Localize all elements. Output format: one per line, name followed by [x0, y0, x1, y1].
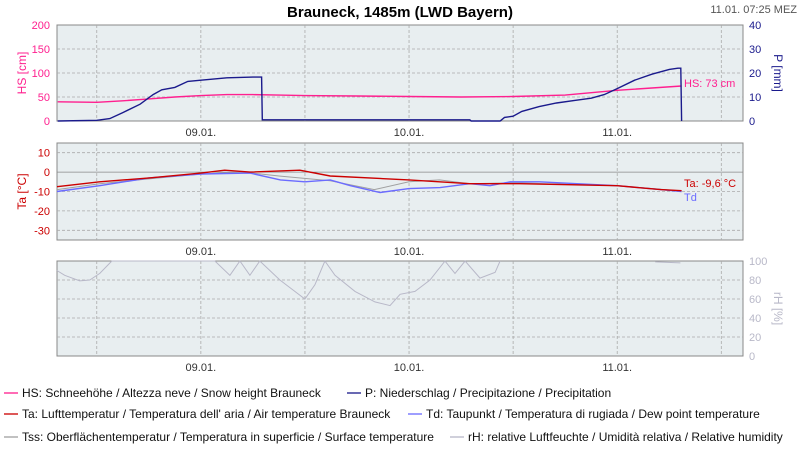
series-line-HS	[57, 85, 682, 104]
y-tick-label: 0	[44, 167, 50, 179]
legend-item-Td: Td: Taupunkt / Temperatura di rugiada / …	[408, 407, 760, 421]
x-tick-label: 09.01.	[186, 246, 217, 258]
legend-label: Td: Taupunkt / Temperatura di rugiada / …	[426, 407, 760, 421]
y2-tick-label: 20	[749, 68, 761, 80]
legend-label: P: Niederschlag / Precipitazione / Preci…	[365, 386, 611, 400]
panel-2: 09.01. 10.01. 11.01. 10 0 -10 -20 -30 Ta [°C] Ta:…	[15, 142, 744, 258]
y2-tick-label: 0	[749, 351, 755, 363]
x-tick-label: 11.01.	[602, 127, 632, 139]
y-tick-label: -20	[34, 206, 50, 218]
x-tick-label: 09.01.	[186, 362, 217, 374]
y2-tick-label: 100	[749, 256, 767, 268]
legend-item-P: P: Niederschlag / Precipitazione / Preci…	[347, 386, 611, 400]
series-line-Td	[56, 172, 682, 194]
x-tick-label: 11.01.	[602, 246, 632, 258]
y-tick-label: 10	[38, 148, 50, 160]
timestamp: 11.01. 07:25 MEZ	[710, 4, 797, 16]
y2-axis-label: P [mm]	[771, 54, 785, 92]
y2-tick-label: 30	[749, 44, 761, 56]
legend-label: Tss: Oberflächentemperatur / Temperatura…	[22, 430, 434, 444]
y-tick-label: -30	[34, 225, 50, 237]
x-tick-label: 10.01.	[394, 246, 425, 258]
y-axis-label: HS [cm]	[15, 52, 29, 95]
y2-tick-label: 40	[749, 20, 761, 32]
legend: HS: Schneehöhe / Altezza neve / Snow hei…	[4, 386, 783, 444]
y-tick-label: 50	[38, 92, 50, 104]
chart-title: Brauneck, 1485m (LWD Bayern)	[287, 4, 513, 21]
y-tick-label: 200	[32, 20, 50, 32]
y-tick-label: -10	[34, 187, 50, 199]
panel-3: 09.01. 10.01. 11.01. 0 20 40 60 80 100 rH [%]	[56, 256, 785, 374]
y2-tick-label: 0	[749, 116, 755, 128]
y-tick-label: 0	[44, 116, 50, 128]
y2-tick-label: 60	[749, 294, 761, 306]
y2-axis-label: rH [%]	[771, 292, 785, 325]
x-tick-label: 10.01.	[394, 362, 425, 374]
x-tick-label: 11.01.	[602, 362, 632, 374]
series-line-P	[57, 67, 683, 122]
y2-tick-label: 20	[749, 332, 761, 344]
legend-item-Ta: Ta: Lufttemperatur / Temperatura dell' a…	[4, 407, 391, 421]
panel-1: 09.01. 10.01. 11.01. 0 50 100 150 200 HS [cm] 0 10…	[15, 20, 785, 139]
x-tick-label: 09.01.	[186, 127, 217, 139]
y2-tick-label: 40	[749, 313, 761, 325]
series-line-rH	[56, 259, 681, 307]
ta-annotation: Ta: -9,6 °C	[684, 178, 736, 190]
y-axis-label: Ta [°C]	[15, 173, 29, 209]
x-tick-label: 10.01.	[394, 127, 425, 139]
series-line-Ta	[56, 169, 682, 192]
plot-area	[56, 260, 744, 357]
legend-item-rH: rH: relative Luftfeuchte / Umidità relat…	[450, 430, 783, 444]
legend-label: rH: relative Luftfeuchte / Umidità relat…	[468, 430, 783, 444]
td-annotation: Td	[684, 192, 697, 204]
y-tick-label: 150	[32, 44, 50, 56]
legend-item-HS: HS: Schneehöhe / Altezza neve / Snow hei…	[4, 386, 322, 400]
legend-label: Ta: Lufttemperatur / Temperatura dell' a…	[22, 407, 391, 421]
y2-tick-label: 80	[749, 275, 761, 287]
legend-item-Tss: Tss: Oberflächentemperatur / Temperatura…	[4, 430, 434, 444]
y2-tick-label: 10	[749, 92, 761, 104]
legend-label: HS: Schneehöhe / Altezza neve / Snow hei…	[22, 386, 322, 400]
y-tick-label: 100	[32, 68, 50, 80]
hs-annotation: HS: 73 cm	[684, 78, 735, 90]
